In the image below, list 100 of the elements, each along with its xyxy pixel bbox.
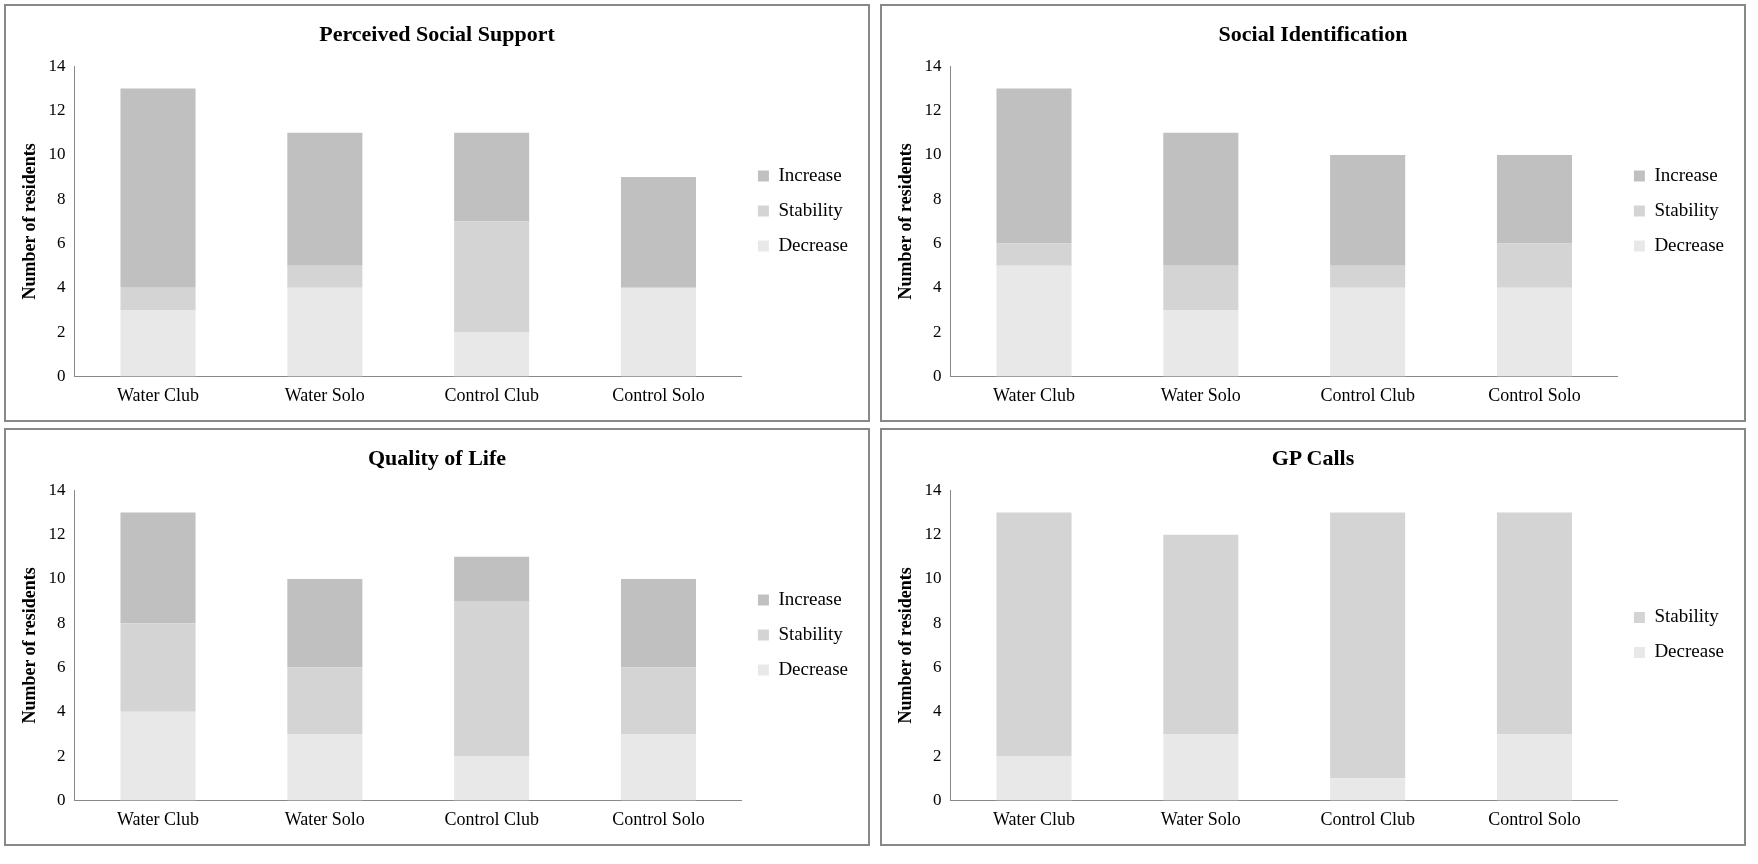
- bar: [287, 287, 363, 377]
- y-tick-label: 10: [924, 568, 942, 588]
- x-tick-label: Control Solo: [1488, 808, 1581, 829]
- y-tick-label: 0: [57, 789, 66, 809]
- y-tick-label: 8: [933, 188, 942, 208]
- bar: [1163, 265, 1239, 310]
- y-tick-label: 4: [57, 701, 67, 721]
- bar: [620, 287, 697, 377]
- y-axis-title: Number of residents: [895, 143, 916, 300]
- bar: [620, 578, 697, 668]
- chart-title: Quality of Life: [367, 444, 507, 470]
- y-axis-title: Number of residents: [19, 567, 40, 724]
- x-tick-label: Control Solo: [1488, 384, 1581, 405]
- y-tick-label: 0: [933, 365, 942, 385]
- x-tick-label: Water Club: [993, 808, 1076, 829]
- bar: [1163, 309, 1239, 377]
- bar: [454, 221, 530, 333]
- y-tick-label: 4: [933, 277, 943, 297]
- bar: [454, 756, 530, 801]
- bar: [1330, 154, 1406, 266]
- x-tick-label: Control Club: [1320, 384, 1415, 405]
- bar: [1496, 733, 1573, 801]
- bar: [287, 132, 363, 266]
- y-tick-label: 0: [57, 365, 66, 385]
- y-axis-title: Number of residents: [19, 143, 40, 300]
- bar: [287, 265, 363, 288]
- y-tick-label: 8: [57, 612, 66, 632]
- chart-title: GP Calls: [1271, 444, 1355, 470]
- x-tick-label: Control Club: [444, 384, 539, 405]
- bar: [996, 756, 1072, 801]
- y-tick-label: 2: [57, 321, 66, 341]
- bar: [1330, 265, 1406, 288]
- bar: [1496, 512, 1573, 734]
- x-tick-label: Water Solo: [1160, 384, 1241, 405]
- y-tick-label: 6: [933, 233, 942, 253]
- x-tick-label: Water Club: [993, 384, 1076, 405]
- y-tick-label: 14: [48, 479, 67, 499]
- y-tick-label: 8: [933, 612, 942, 632]
- bar: [454, 601, 530, 757]
- y-tick-label: 2: [933, 321, 942, 341]
- y-tick-label: 14: [924, 479, 943, 499]
- y-tick-label: 12: [48, 524, 66, 544]
- y-tick-label: 10: [924, 144, 942, 164]
- bar: [454, 556, 530, 602]
- bar: [120, 512, 196, 624]
- y-tick-label: 12: [48, 100, 66, 120]
- bar: [454, 132, 530, 222]
- bar: [454, 332, 530, 377]
- x-tick-label: Control Solo: [612, 384, 705, 405]
- legend-label: Increase: [778, 163, 842, 185]
- bar: [120, 287, 196, 310]
- bar: [120, 309, 196, 377]
- y-tick-label: 4: [933, 701, 943, 721]
- legend-label: Stability: [1654, 605, 1720, 627]
- legend-label: Stability: [1654, 198, 1720, 220]
- bar: [620, 733, 697, 801]
- bar: [1496, 243, 1573, 288]
- bar: [1330, 512, 1406, 779]
- bar: [120, 711, 196, 801]
- bar: [120, 88, 196, 288]
- legend-label: Stability: [778, 198, 844, 220]
- y-tick-label: 0: [933, 789, 942, 809]
- y-tick-label: 2: [57, 745, 66, 765]
- legend-label: Decrease: [778, 233, 848, 255]
- x-tick-label: Control Club: [444, 808, 539, 829]
- bar: [996, 243, 1072, 266]
- y-tick-label: 14: [924, 55, 943, 75]
- bar: [287, 667, 363, 734]
- y-tick-label: 8: [57, 188, 66, 208]
- bar: [1496, 287, 1573, 377]
- bar: [1163, 534, 1239, 734]
- bar: [1330, 287, 1406, 377]
- bar: [1496, 154, 1573, 244]
- x-tick-label: Control Solo: [612, 808, 705, 829]
- bar: [620, 177, 697, 288]
- y-tick-label: 2: [933, 745, 942, 765]
- y-tick-label: 4: [57, 277, 67, 297]
- bar: [996, 88, 1072, 244]
- bar: [1330, 778, 1406, 801]
- legend-label: Decrease: [778, 657, 848, 679]
- y-tick-label: 12: [924, 524, 942, 544]
- legend-label: Decrease: [1654, 233, 1724, 255]
- bar: [996, 265, 1072, 377]
- bar: [287, 578, 363, 668]
- y-tick-label: 6: [57, 233, 66, 253]
- chart-title: Perceived Social Support: [319, 20, 556, 46]
- y-tick-label: 12: [924, 100, 942, 120]
- legend-label: Stability: [778, 622, 844, 644]
- x-tick-label: Water Club: [117, 384, 200, 405]
- x-tick-label: Water Solo: [284, 384, 365, 405]
- bar: [287, 733, 363, 801]
- legend-label: Decrease: [1654, 640, 1724, 662]
- bar: [1163, 733, 1239, 801]
- y-tick-label: 10: [48, 568, 66, 588]
- x-tick-label: Water Solo: [284, 808, 365, 829]
- bar: [120, 623, 196, 712]
- x-tick-label: Water Club: [117, 808, 200, 829]
- y-axis-title: Number of residents: [895, 567, 916, 724]
- y-tick-label: 10: [48, 144, 66, 164]
- y-tick-label: 6: [933, 657, 942, 677]
